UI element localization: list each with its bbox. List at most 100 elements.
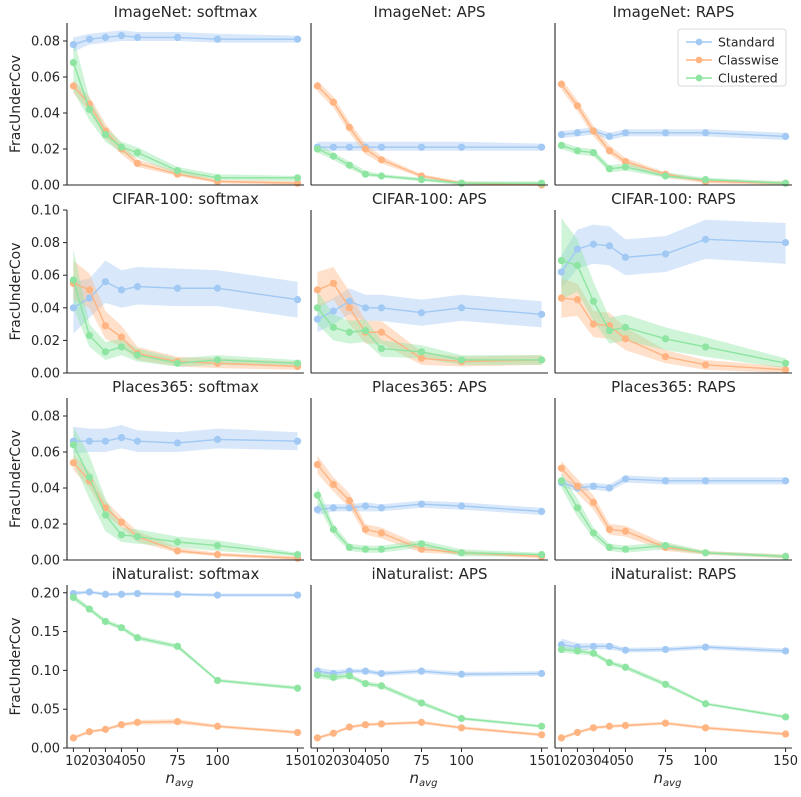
data-point-standard [117,286,126,294]
data-point-classwise [573,296,582,304]
y-tick-label: 0.04 [31,107,60,122]
band-clustered [561,218,786,369]
data-point-standard [417,309,426,317]
band-clustered [317,291,542,365]
legend-marker-clustered [695,74,703,82]
data-point-standard [101,590,110,598]
data-point-standard [69,304,78,312]
data-point-classwise [621,721,630,730]
data-point-clustered [117,624,126,632]
x-axis-label-main: n [410,769,420,787]
band-classwise [317,455,542,559]
data-point-classwise [557,734,566,742]
x-tick-label: 75 [413,754,430,769]
series-line-clustered [72,444,298,556]
band-clustered [317,486,542,557]
data-point-classwise [781,730,790,738]
x-tick-label: 30 [97,754,114,769]
y-tick-label: 0.06 [31,71,60,86]
data-point-standard [417,667,426,675]
series-line-classwise [73,282,298,368]
panel-title: ImageNet: softmax [114,3,258,21]
data-point-clustered [173,359,182,367]
data-point-standard [605,484,614,492]
data-point-standard [377,669,386,678]
data-point-clustered [457,714,466,723]
data-point-clustered [457,356,466,364]
data-point-classwise [345,123,354,131]
data-point-standard [701,643,710,651]
data-point-clustered [313,671,322,679]
data-point-standard [377,304,386,312]
data-point-classwise [573,102,582,110]
band-classwise [73,719,298,740]
x-tick-label: 75 [657,754,674,769]
panel-title: CIFAR-100: softmax [112,190,259,208]
data-point-clustered [293,551,302,559]
band-standard [561,127,786,140]
data-point-clustered [377,682,386,690]
data-point-standard [117,590,126,598]
panel-imagenet-aps: ImageNet: APS [310,3,548,189]
data-point-clustered [589,297,598,305]
data-point-clustered [85,105,94,113]
data-point-clustered [101,348,110,356]
series-line-clustered [317,674,542,727]
data-point-standard [701,235,710,243]
data-point-clustered [537,722,546,730]
data-point-classwise [377,156,386,164]
data-point-classwise [573,728,582,737]
data-point-standard [173,439,182,447]
data-point-clustered [377,344,386,353]
legend-marker-classwise [695,56,703,64]
x-axis-label: navg [410,769,438,789]
data-point-classwise [417,354,426,362]
data-point-classwise [457,724,466,732]
y-tick-label: 0.04 [31,301,60,316]
x-axis-label-main: n [654,769,664,787]
data-point-classwise [557,464,566,472]
data-point-clustered [701,549,710,557]
data-point-clustered [329,152,338,160]
data-point-classwise [661,353,670,361]
data-point-standard [361,667,370,675]
data-point-classwise [417,545,426,553]
data-point-classwise [293,728,302,737]
series-line-classwise [316,464,542,558]
y-tick-label: 0.00 [31,367,60,382]
data-point-standard [329,307,338,315]
data-point-clustered [621,163,630,171]
data-point-clustered [417,176,426,184]
data-point-standard [293,35,302,43]
band-standard [317,141,542,151]
x-tick-label: 50 [129,754,146,769]
data-point-standard [661,645,670,654]
data-point-classwise [329,98,338,106]
legend: Standard Classwise Clustered [677,28,787,87]
data-point-standard [133,589,142,598]
y-tick-label: 0.02 [31,334,60,349]
data-point-standard [781,647,790,655]
y-tick-label: 0.15 [31,625,60,640]
data-point-clustered [537,356,546,364]
data-point-standard [213,35,222,43]
data-point-standard [313,315,322,323]
data-point-standard [781,132,790,140]
panel-cifar-100-raps: CIFAR-100: RAPS [554,190,792,374]
y-tick-label: 0.08 [31,35,60,50]
series-line-clustered [561,259,786,364]
y-tick-label: 0.02 [31,143,60,158]
legend-label-standard: Standard [718,35,775,50]
y-tick-label: 0.06 [31,446,60,461]
data-point-classwise [537,731,546,739]
x-tick-label: 150 [773,754,798,769]
band-clustered [73,594,298,690]
data-point-clustered [133,149,142,157]
x-tick-label: 75 [169,754,186,769]
x-tick-label: 150 [529,754,554,769]
data-point-standard [329,143,338,151]
data-point-clustered [701,700,710,708]
data-point-clustered [213,174,222,182]
x-axis-label: navg [654,769,682,789]
y-tick-label: 0.08 [31,410,60,425]
